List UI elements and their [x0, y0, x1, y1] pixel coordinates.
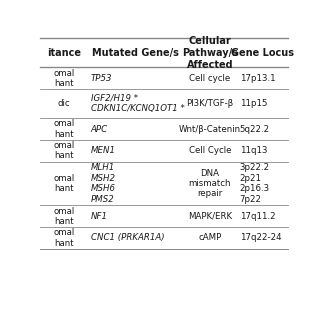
Text: 17q22-24: 17q22-24	[240, 234, 281, 243]
Text: MLH1
MSH2
MSH6
PMS2: MLH1 MSH2 MSH6 PMS2	[91, 164, 116, 204]
Text: 11q13: 11q13	[240, 146, 267, 155]
Text: 17p13.1: 17p13.1	[240, 74, 275, 83]
Text: 11p15: 11p15	[240, 99, 267, 108]
Text: CNC1 (PRKAR1A): CNC1 (PRKAR1A)	[91, 234, 164, 243]
Text: 17q11.2: 17q11.2	[240, 212, 275, 221]
Text: Gene Locus: Gene Locus	[231, 48, 294, 58]
Text: APC: APC	[91, 124, 108, 133]
Text: DNA
mismatch
repair: DNA mismatch repair	[188, 169, 231, 198]
Text: Cellular
Pathway/s
Affected: Cellular Pathway/s Affected	[182, 36, 238, 69]
Text: IGF2/H19 *
CDKN1C/KCNQ1OT1 *: IGF2/H19 * CDKN1C/KCNQ1OT1 *	[91, 94, 185, 113]
Text: Cell cycle: Cell cycle	[189, 74, 230, 83]
Text: 3p22.2
2p21
2p16.3
7p22: 3p22.2 2p21 2p16.3 7p22	[240, 164, 270, 204]
Text: PI3K/TGF-β: PI3K/TGF-β	[186, 99, 234, 108]
Text: MAPK/ERK: MAPK/ERK	[188, 212, 232, 221]
Text: omal
hant: omal hant	[53, 228, 75, 248]
Text: TP53: TP53	[91, 74, 112, 83]
Text: NF1: NF1	[91, 212, 108, 221]
Text: Mutated Gene/s: Mutated Gene/s	[92, 48, 179, 58]
Text: 5q22.2: 5q22.2	[240, 124, 270, 133]
Text: dic: dic	[58, 99, 70, 108]
Text: omal
hant: omal hant	[53, 68, 75, 88]
Text: Cell Cycle: Cell Cycle	[188, 146, 231, 155]
Text: omal
hant: omal hant	[53, 207, 75, 226]
Text: omal
hant: omal hant	[53, 141, 75, 160]
Text: omal
hant: omal hant	[53, 119, 75, 139]
Text: Wnt/β-Catenin: Wnt/β-Catenin	[179, 124, 241, 133]
Text: cAMP: cAMP	[198, 234, 221, 243]
Text: itance: itance	[47, 48, 81, 58]
Text: omal
hant: omal hant	[53, 174, 75, 193]
Text: MEN1: MEN1	[91, 146, 116, 155]
